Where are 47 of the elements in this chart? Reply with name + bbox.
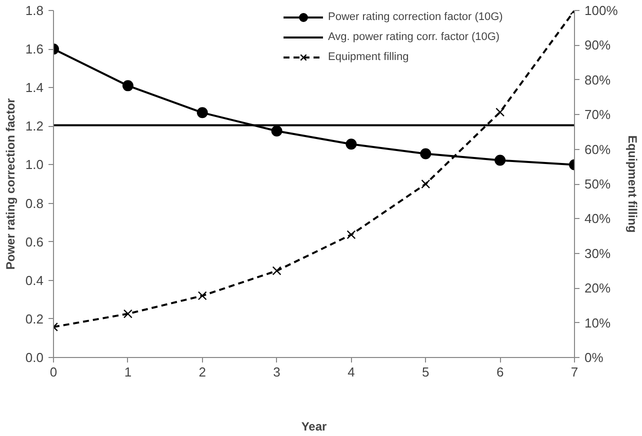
point bbox=[496, 108, 505, 117]
point bbox=[346, 230, 356, 240]
y2-tick-label: 0% bbox=[584, 350, 604, 365]
y2-tick-label: 30% bbox=[584, 246, 611, 261]
y2-tick-label: 80% bbox=[584, 72, 611, 88]
x-tick-label: 0 bbox=[50, 364, 58, 380]
x-tick-label: 1 bbox=[124, 364, 132, 380]
point bbox=[421, 180, 430, 188]
y-tick-label: 0.2 bbox=[25, 311, 44, 326]
x-axis-title: Year bbox=[301, 420, 328, 434]
y-tick-label: 1.2 bbox=[25, 118, 44, 134]
y-tick-label: 1.0 bbox=[25, 157, 44, 172]
y2-tick-label: 70% bbox=[584, 107, 611, 122]
legend-label: Equipment filling bbox=[328, 51, 409, 63]
x-tick-label: 3 bbox=[273, 364, 280, 380]
x-tick-label: 5 bbox=[422, 364, 430, 380]
legend-label: Power rating correction factor (10G) bbox=[328, 11, 503, 23]
point bbox=[122, 80, 134, 92]
y-tick-label: 0.4 bbox=[25, 272, 44, 288]
y-axis-title: Power rating correction factor bbox=[3, 98, 18, 270]
y2-tick-label: 100% bbox=[584, 3, 618, 18]
point bbox=[198, 291, 207, 300]
y-tick-label: 1.6 bbox=[25, 42, 44, 57]
y2-tick-label: 40% bbox=[584, 211, 611, 226]
point bbox=[123, 309, 132, 318]
point bbox=[196, 107, 208, 118]
point bbox=[420, 148, 432, 160]
y2-axis-title: Equipment filling bbox=[626, 135, 640, 233]
x-tick-label: 4 bbox=[348, 364, 355, 380]
y-tick-label: 1.8 bbox=[25, 3, 44, 18]
y-tick-label: 0.6 bbox=[25, 234, 44, 250]
point bbox=[272, 266, 282, 276]
y2-tick-label: 10% bbox=[584, 315, 611, 330]
legend-label: Avg. power rating corr. factor (10G) bbox=[328, 31, 500, 43]
point bbox=[494, 154, 506, 166]
x-tick-label: 2 bbox=[198, 364, 206, 380]
x-tick-label: 7 bbox=[570, 364, 578, 380]
y2-tick-label: 50% bbox=[584, 176, 611, 192]
point bbox=[271, 125, 282, 136]
y2-tick-label: 90% bbox=[584, 38, 611, 53]
point bbox=[346, 138, 357, 150]
y2-tick-label: 20% bbox=[584, 280, 611, 296]
y-tick-label: 0.8 bbox=[25, 196, 44, 211]
y2-tick-label: 60% bbox=[584, 142, 611, 157]
y-tick-label: 0.0 bbox=[25, 350, 44, 365]
y-tick-label: 1.4 bbox=[25, 80, 44, 96]
x-tick-label: 6 bbox=[496, 364, 504, 380]
